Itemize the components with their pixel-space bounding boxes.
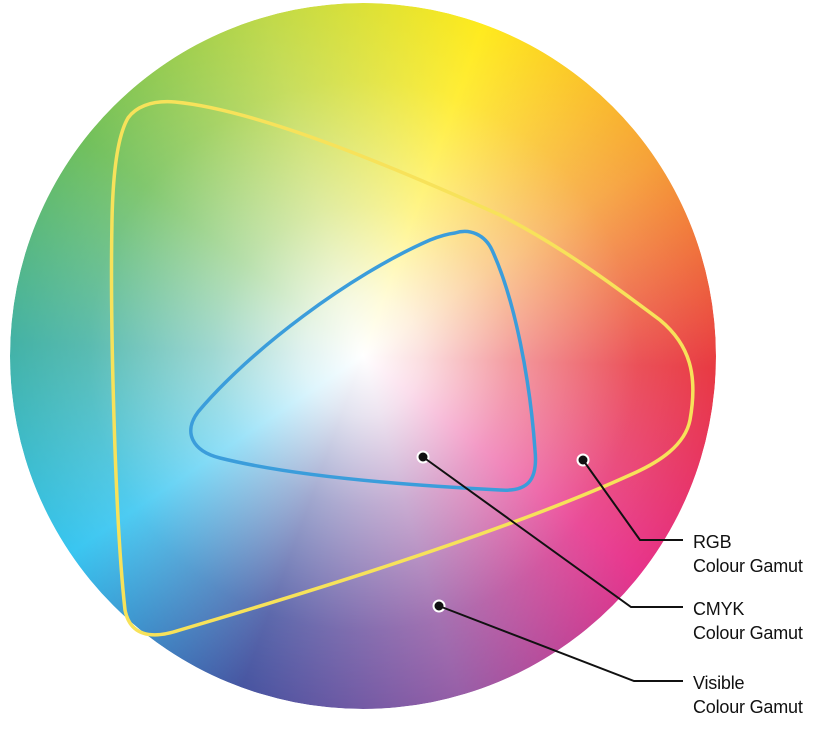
rgb-gamut-outline [109, 99, 695, 637]
rgb-label: RGB Colour Gamut [693, 530, 803, 578]
visible-leader-line [438, 605, 683, 682]
rgb-label-line2: Colour Gamut [693, 556, 803, 576]
cmyk-leader-line [422, 456, 683, 608]
cmyk-gamut-outline [189, 229, 538, 492]
visible-label: Visible Colour Gamut [693, 671, 803, 719]
rgb-leader-line [582, 459, 683, 541]
visible-label-line1: Visible [693, 673, 745, 693]
cmyk-label-line2: Colour Gamut [693, 623, 803, 643]
visible-label-line2: Colour Gamut [693, 697, 803, 717]
cmyk-label: CMYK Colour Gamut [693, 597, 803, 645]
cmyk-label-line1: CMYK [693, 599, 745, 619]
rgb-label-line1: RGB [693, 532, 732, 552]
